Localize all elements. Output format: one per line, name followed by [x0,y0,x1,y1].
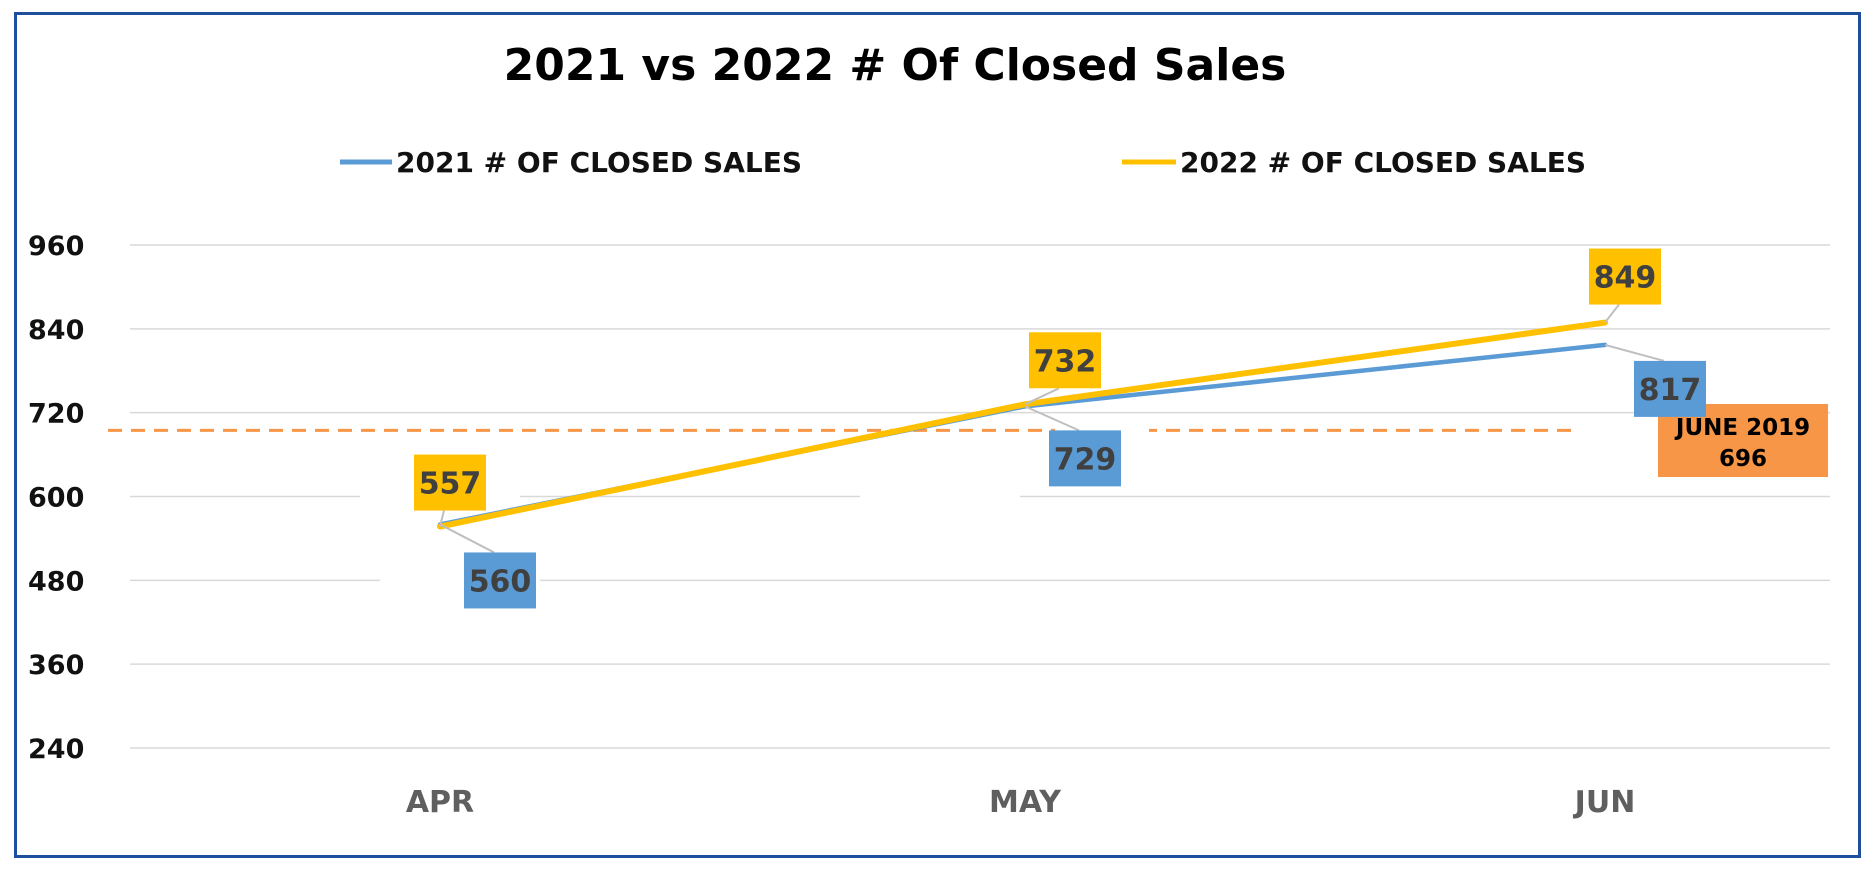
y-tick-label: 240 [28,734,84,765]
y-tick-label: 960 [28,231,84,262]
data-label-2021: 729 [1054,442,1117,477]
legend-label-2021: 2021 # OF CLOSED SALES [396,146,802,179]
data-label-connector [1604,343,1665,362]
reference-line-gap [860,478,1020,532]
y-tick-label: 720 [28,399,84,430]
reference-line-label: JUNE 2019 [1674,415,1810,441]
data-label-connector [439,510,445,527]
data-label-connector [1604,303,1620,324]
data-label-box [1049,430,1121,487]
legend-label-2022: 2022 # OF CLOSED SALES [1180,146,1586,179]
y-tick-label: 840 [28,315,84,346]
data-label-box [1634,360,1706,417]
data-label-2022: 849 [1594,261,1657,296]
data-label-2022: 557 [419,467,482,502]
y-tick-label: 600 [28,483,84,514]
legend: 2021 # OF CLOSED SALES 2022 # OF CLOSED … [340,146,1586,179]
data-label-2021: 560 [469,564,532,599]
chart-title: 2021 vs 2022 # Of Closed Sales [504,40,1287,91]
y-tick-label: 480 [28,566,84,597]
data-label-box [464,552,536,609]
data-label-connector [1024,405,1080,432]
x-tick-label: JUN [1573,785,1636,820]
reference-line-value: 696 [1719,446,1767,472]
reference-line-group: JUNE 2019 696 [108,336,1828,601]
data-label-box [1029,332,1101,389]
data-label-box [414,454,486,511]
data-labels: 560 729 817 557 732 849 [414,248,1706,609]
chart-frame [14,12,1861,858]
x-tick-label: APR [406,785,474,820]
y-axis-ticks: 240 360 480 600 720 840 960 [28,231,84,765]
x-axis-ticks: APR MAY JUN [406,785,1635,820]
data-label-2022: 732 [1034,344,1097,379]
data-label-connector [1024,387,1060,406]
data-label-2021: 817 [1639,373,1702,408]
y-tick-label: 360 [28,650,84,681]
data-label-connector [439,523,495,554]
data-label-box [1589,248,1661,305]
x-tick-label: MAY [989,785,1062,820]
